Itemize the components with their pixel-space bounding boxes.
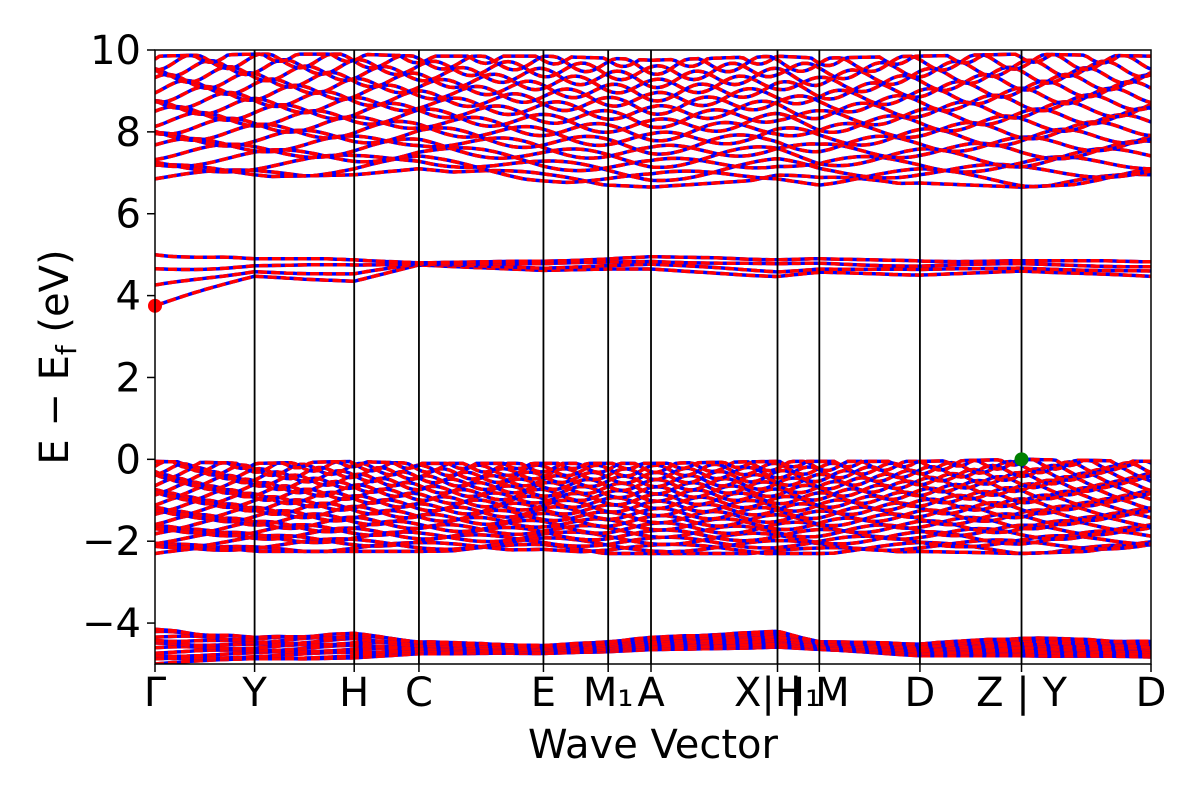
band-line-spin-up <box>155 107 1151 135</box>
y-tick-label: 6 <box>116 192 141 238</box>
band-line-spin-up <box>155 470 1151 489</box>
band-line-spin-up <box>155 500 1151 518</box>
y-tick-label: 0 <box>116 437 141 483</box>
y-tick-label: 8 <box>116 110 141 156</box>
y-tick-label: 10 <box>90 28 141 74</box>
y-tick-label: 4 <box>116 274 141 320</box>
plot-frame <box>154 49 1152 665</box>
band-line-spin-up <box>155 641 1151 660</box>
band-line-spin-up <box>155 457 1151 475</box>
x-tick-label: E <box>531 670 556 716</box>
x-tick-label: D <box>1136 670 1167 716</box>
x-axis-ticks: Γ Y H C E M₁ A X|H₁| M D Z | Y D <box>144 664 1167 716</box>
kpath-vertical-lines <box>253 50 1023 664</box>
y-axis-ticks: 10 8 6 4 2 0 −2 −4 <box>82 28 155 647</box>
band-line-spin-up <box>155 167 1151 189</box>
band-line-spin-up <box>155 457 1151 471</box>
band-line-spin-up <box>155 507 1151 525</box>
band-line-spin-up <box>155 493 1151 511</box>
band-line-spin-up <box>155 134 1151 161</box>
x-tick-label: D <box>905 670 936 716</box>
y-tick-label: 2 <box>116 355 141 401</box>
band-line-spin-up <box>155 64 1151 90</box>
band-line-spin-up <box>155 101 1151 130</box>
x-tick-label: X|H₁ <box>734 670 821 716</box>
y-axis-label-main: E − E <box>32 355 78 465</box>
band-line-spin-up <box>155 529 1151 547</box>
band-line-spin-up <box>155 524 1151 543</box>
band-line-spin-up <box>155 542 1151 556</box>
y-axis-label-sub: f <box>50 344 83 355</box>
x-tick-label: C <box>405 670 433 716</box>
band-line-spin-up <box>155 485 1151 503</box>
x-tick-label: Y <box>241 670 267 716</box>
band-line-spin-up <box>155 52 1151 69</box>
x-axis-label: Wave Vector <box>528 722 779 768</box>
band-line-spin-up <box>155 154 1151 189</box>
band-line-spin-up <box>155 137 1151 170</box>
band-line-spin-up <box>155 253 1151 265</box>
band-line-spin-up <box>155 119 1151 148</box>
x-tick-label: H <box>339 670 369 716</box>
y-axis-label: E − Ef (eV) <box>32 249 83 464</box>
x-tick-label: M₁ <box>583 670 634 716</box>
band-line-spin-up <box>155 95 1151 121</box>
y-tick-label: −2 <box>82 519 141 565</box>
band-line-spin-up <box>155 146 1151 174</box>
band-line-spin-up <box>155 262 1151 287</box>
x-tick-label: Z | Y <box>976 670 1067 716</box>
band-line-spin-up <box>155 76 1151 103</box>
y-tick-label: −4 <box>82 601 141 647</box>
x-tick-label: | M <box>789 670 850 716</box>
x-tick-label: A <box>637 670 665 716</box>
band-line-spin-up <box>155 639 1151 655</box>
band-line-spin-up <box>155 629 1151 649</box>
band-line-spin-up <box>155 115 1151 143</box>
highlight-point <box>1014 452 1029 467</box>
band-line-spin-up <box>155 263 1151 308</box>
band-line-spin-up <box>155 57 1151 82</box>
band-line-spin-up <box>155 259 1151 272</box>
band-line-spin-up <box>155 153 1151 183</box>
y-axis-label-unit: (eV) <box>32 249 78 345</box>
band-line-spin-up <box>155 637 1151 652</box>
band-line-spin-up <box>155 627 1151 648</box>
band-lines <box>155 52 1151 664</box>
band-line-spin-up <box>155 459 1151 478</box>
x-tick-label: Γ <box>144 670 167 716</box>
